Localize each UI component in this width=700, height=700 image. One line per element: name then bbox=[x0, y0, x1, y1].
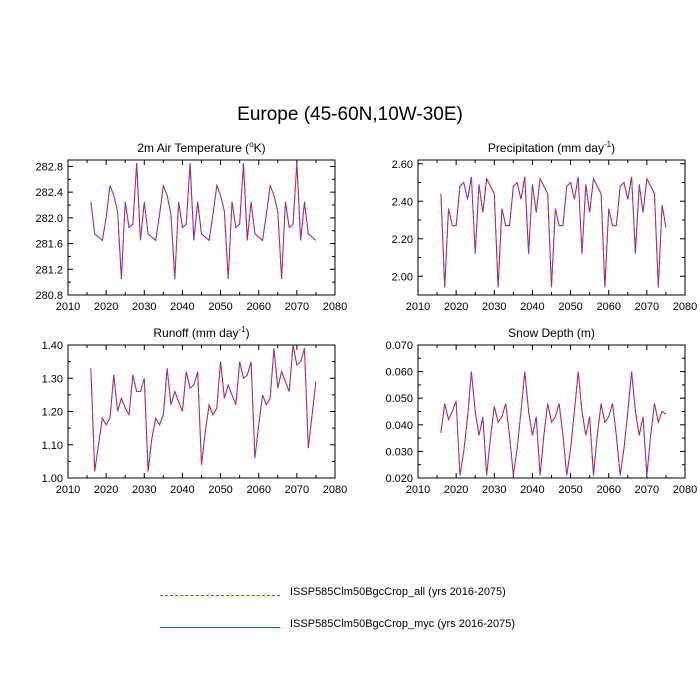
y-tick-label: 2.60 bbox=[392, 159, 413, 171]
series-all-line bbox=[90, 344, 317, 472]
x-tick-label: 2040 bbox=[520, 301, 544, 313]
series-myc-line bbox=[440, 176, 667, 288]
x-tick-label: 2010 bbox=[56, 301, 80, 313]
y-tick-label: 281.2 bbox=[35, 264, 63, 276]
x-tick-label: 2050 bbox=[558, 484, 582, 496]
x-tick-label: 2050 bbox=[208, 484, 232, 496]
x-tick-label: 2070 bbox=[285, 484, 309, 496]
x-tick-label: 2070 bbox=[635, 301, 659, 313]
plot-frame bbox=[417, 344, 686, 479]
x-tick-label: 2010 bbox=[406, 301, 430, 313]
y-tick-label: 1.30 bbox=[42, 373, 63, 385]
panel-3: Runoff (mm day-1) 2010 2020 2030 2040 2050 206… bbox=[42, 325, 348, 496]
panel-title: Precipitation (mm day-1) bbox=[488, 140, 615, 155]
y-tick-label: 2.20 bbox=[392, 234, 413, 246]
y-tick-label: 2.00 bbox=[392, 271, 413, 283]
y-tick-label: 0.050 bbox=[385, 393, 413, 405]
legend-swatch-solid bbox=[160, 627, 280, 628]
y-tick-label: 1.00 bbox=[42, 473, 63, 485]
y-tick-label: 0.070 bbox=[385, 340, 413, 352]
panel-2: Precipitation (mm day-1) 2010 2020 2030 2040… bbox=[392, 140, 698, 313]
x-tick-label: 2030 bbox=[482, 484, 506, 496]
y-tick-label: 0.030 bbox=[385, 446, 413, 458]
x-tick-label: 2010 bbox=[56, 484, 80, 496]
x-tick-label: 2040 bbox=[170, 301, 194, 313]
x-tick-label: 2030 bbox=[132, 301, 156, 313]
x-tick-label: 2030 bbox=[132, 484, 156, 496]
series-all-line bbox=[440, 371, 667, 476]
legend-label-myc: ISSP585Clm50BgcCrop_myc (yrs 2016-2075) bbox=[290, 618, 515, 630]
x-tick-label: 2050 bbox=[558, 301, 582, 313]
figure-title: Europe (45-60N,10W-30E) bbox=[237, 104, 463, 125]
panel-1: 2m Air Temperature (oK) 2010 2020 2030 2040 2… bbox=[35, 140, 347, 313]
y-tick-label: 282.8 bbox=[35, 161, 63, 173]
y-tick-label: 1.20 bbox=[42, 407, 63, 419]
x-tick-label: 2030 bbox=[482, 301, 506, 313]
panel-title: Snow Depth (m) bbox=[508, 326, 595, 340]
plot-frame bbox=[417, 159, 686, 296]
panel-4: Snow Depth (m) 2010 2020 2030 2040 2050 2060 20… bbox=[385, 326, 697, 496]
x-tick-label: 2070 bbox=[285, 301, 309, 313]
x-tick-label: 2020 bbox=[94, 484, 118, 496]
series-myc-line bbox=[440, 371, 667, 476]
y-tick-label: 282.4 bbox=[35, 187, 63, 199]
legend-label-all: ISSP585Clm50BgcCrop_all (yrs 2016-2075) bbox=[290, 586, 506, 598]
x-tick-label: 2080 bbox=[673, 484, 697, 496]
x-tick-label: 2060 bbox=[246, 301, 270, 313]
y-tick-label: 280.8 bbox=[35, 290, 63, 302]
plot-frame bbox=[67, 159, 336, 296]
x-tick-label: 2080 bbox=[323, 301, 347, 313]
x-tick-label: 2010 bbox=[406, 484, 430, 496]
x-tick-label: 2040 bbox=[520, 484, 544, 496]
y-tick-label: 281.6 bbox=[35, 239, 63, 251]
y-tick-label: 0.020 bbox=[385, 473, 413, 485]
y-tick-label: 0.060 bbox=[385, 367, 413, 379]
x-tick-label: 2020 bbox=[444, 484, 468, 496]
y-tick-label: 2.40 bbox=[392, 196, 413, 208]
series-all-line bbox=[90, 163, 317, 279]
legend-item-all: ISSP585Clm50BgcCrop_all (yrs 2016-2075) bbox=[160, 586, 580, 606]
x-tick-label: 2070 bbox=[635, 484, 659, 496]
panel-title: 2m Air Temperature (oK) bbox=[137, 140, 265, 155]
y-tick-label: 1.40 bbox=[42, 340, 63, 352]
panel-title: Runoff (mm day-1) bbox=[153, 325, 249, 340]
x-tick-label: 2020 bbox=[444, 301, 468, 313]
x-tick-label: 2080 bbox=[673, 301, 697, 313]
x-tick-label: 2060 bbox=[596, 301, 620, 313]
legend-swatch-dashed bbox=[160, 595, 280, 596]
x-tick-label: 2060 bbox=[246, 484, 270, 496]
x-tick-label: 2060 bbox=[596, 484, 620, 496]
y-tick-label: 282.0 bbox=[35, 213, 63, 225]
series-all-line bbox=[440, 176, 667, 288]
x-tick-label: 2080 bbox=[323, 484, 347, 496]
x-tick-label: 2050 bbox=[208, 301, 232, 313]
x-tick-label: 2040 bbox=[170, 484, 194, 496]
y-tick-label: 0.040 bbox=[385, 420, 413, 432]
x-tick-label: 2020 bbox=[94, 301, 118, 313]
y-tick-label: 1.10 bbox=[42, 440, 63, 452]
legend-item-myc: ISSP585Clm50BgcCrop_myc (yrs 2016-2075) bbox=[160, 618, 580, 638]
